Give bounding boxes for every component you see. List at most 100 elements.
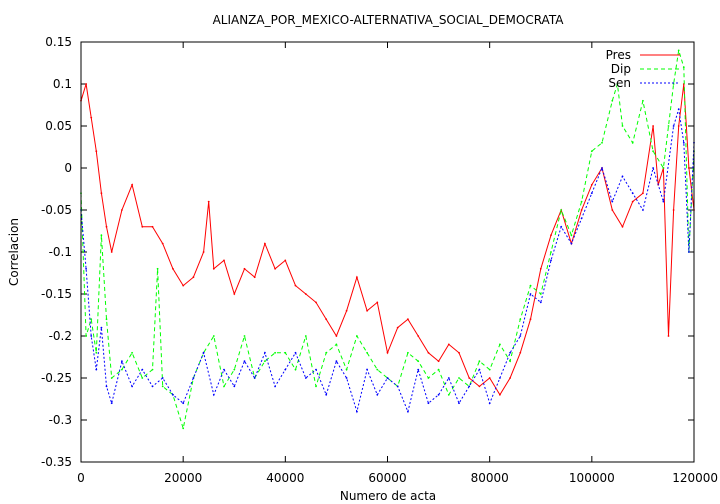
data-point-pres [631, 200, 634, 203]
data-point-sen [121, 360, 123, 363]
data-point-sen [621, 175, 624, 178]
data-point-sen [509, 351, 511, 354]
data-point-dip [560, 209, 563, 211]
data-point-dip [667, 125, 670, 127]
data-point-dip [447, 393, 450, 396]
data-point-sen [590, 192, 593, 195]
plot-area-border [80, 41, 695, 463]
data-point-sen [131, 385, 134, 388]
data-point-dip [182, 427, 185, 430]
data-point-sen [264, 351, 266, 354]
data-point-pres [207, 200, 210, 203]
data-point-dip [539, 293, 542, 295]
data-point-sen [447, 377, 450, 379]
data-point-dip [284, 351, 287, 354]
data-point-sen [631, 192, 634, 195]
data-point-pres [396, 326, 399, 329]
x-tick-label: 20000 [164, 471, 202, 485]
data-point-pres [131, 183, 134, 186]
data-point-dip [105, 318, 108, 321]
data-point-pres [121, 209, 123, 211]
data-point-pres [509, 377, 511, 379]
data-point-dip [156, 267, 159, 270]
y-tick-label: 0 [64, 161, 72, 175]
data-point-dip [335, 343, 338, 346]
data-point-sen [550, 259, 552, 262]
data-point-sen [437, 393, 440, 396]
data-point-sen [95, 368, 98, 371]
x-tick-label: 100000 [569, 471, 615, 485]
data-point-pres [233, 293, 236, 295]
data-point-sen [488, 402, 491, 405]
data-point-pres [345, 309, 348, 312]
data-point-sen [478, 368, 481, 371]
y-tick-label: -0.1 [49, 245, 72, 259]
data-point-sen [682, 141, 685, 144]
data-point-sen [315, 368, 317, 371]
y-tick-label: -0.25 [41, 371, 72, 385]
data-point-dip [488, 368, 491, 371]
data-point-pres [621, 225, 624, 228]
data-point-dip [356, 335, 358, 337]
data-point-dip [499, 343, 501, 346]
y-tick-label: -0.3 [49, 413, 72, 427]
data-point-sen [294, 351, 297, 354]
data-point-sen [304, 377, 307, 379]
data-point-pres [529, 318, 532, 321]
data-point-sen [417, 368, 420, 371]
data-point-dip [590, 150, 593, 153]
data-point-dip [121, 368, 123, 371]
data-point-dip [621, 125, 624, 127]
data-point-pres [223, 259, 225, 262]
data-point-sen [212, 393, 215, 396]
data-point-pres [212, 267, 215, 270]
data-point-pres [161, 242, 164, 245]
x-tick-label: 0 [77, 471, 85, 485]
data-point-sen [325, 393, 328, 396]
data-point-dip [611, 99, 614, 102]
data-point-sen [677, 108, 680, 111]
data-point-pres [468, 377, 471, 379]
data-point-sen [662, 200, 665, 203]
data-point-pres [688, 167, 690, 169]
data-point-sen [427, 402, 430, 405]
data-point-pres [202, 251, 205, 253]
data-point-sen [570, 242, 573, 245]
data-point-dip [550, 251, 552, 253]
data-point-sen [539, 301, 542, 304]
data-point-pres [151, 225, 154, 228]
data-point-sen [335, 360, 338, 363]
data-point-sen [243, 360, 246, 363]
data-point-dip [662, 167, 665, 169]
data-point-pres [253, 276, 256, 279]
data-point-sen [356, 410, 358, 413]
data-point-pres [519, 351, 522, 354]
data-point-pres [580, 209, 583, 211]
data-point-dip [131, 351, 134, 354]
data-point-pres [172, 267, 174, 270]
y-tick-label: 0.05 [45, 119, 72, 133]
data-point-pres [417, 335, 420, 337]
data-point-pres [376, 301, 379, 304]
data-point-sen [110, 402, 113, 405]
series-line-dip [80, 50, 695, 429]
data-point-dip [304, 335, 307, 337]
data-point-sen [468, 385, 471, 388]
data-point-sen [274, 385, 276, 388]
data-point-sen [85, 267, 87, 270]
data-point-sen [345, 377, 348, 379]
data-point-dip [243, 335, 246, 337]
data-point-sen [172, 393, 174, 396]
data-point-sen [519, 335, 522, 337]
y-tick-label: -0.2 [49, 329, 72, 343]
data-point-dip [529, 284, 532, 287]
data-point-dip [601, 141, 603, 144]
data-point-dip [325, 351, 328, 354]
data-point-pres [488, 377, 491, 379]
data-point-dip [616, 83, 619, 85]
data-point-sen [90, 335, 93, 337]
data-point-pres [458, 351, 460, 354]
y-axis-label: Correlacion [7, 218, 21, 286]
data-point-pres [447, 343, 450, 346]
